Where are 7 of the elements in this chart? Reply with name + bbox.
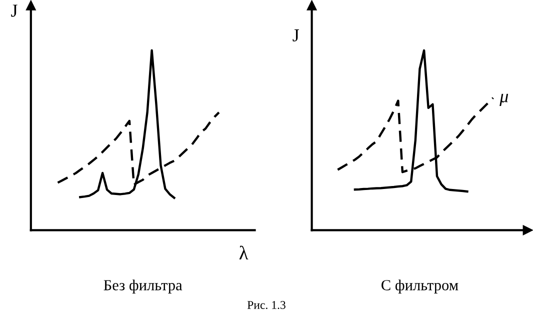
x-axis-title: λ <box>239 246 248 260</box>
text: С фильтром <box>382 280 458 294</box>
text: Рис. 1.3 <box>247 301 286 310</box>
y-axis-title: J <box>292 29 300 42</box>
series-label: μ <box>500 94 508 106</box>
text: Без фильтра <box>104 280 182 294</box>
y-axis-title: J <box>11 4 18 17</box>
